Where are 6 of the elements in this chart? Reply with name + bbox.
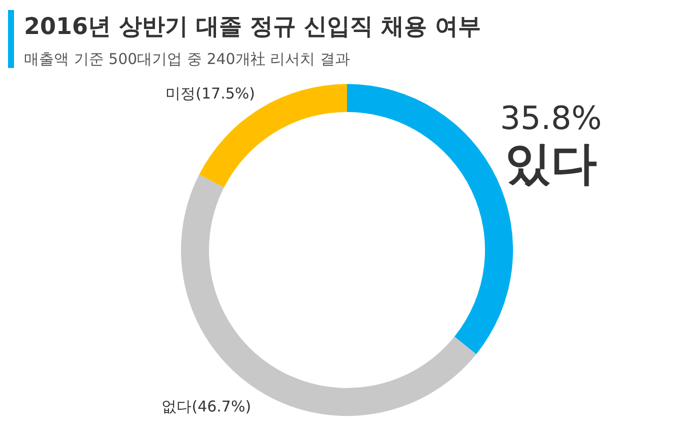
slice-label: 없다(46.7%)	[162, 397, 252, 416]
slice-label: 있다	[504, 136, 597, 190]
chart-title: 2016년 상반기 대졸 정규 신입직 채용 여부	[24, 14, 482, 40]
slice-label: 미정(17.5%)	[166, 84, 256, 102]
chart-subtitle: 매출액 기준 500대기업 중 240개社 리서치 결과	[24, 50, 350, 68]
data-label: 35.8%	[500, 99, 602, 138]
